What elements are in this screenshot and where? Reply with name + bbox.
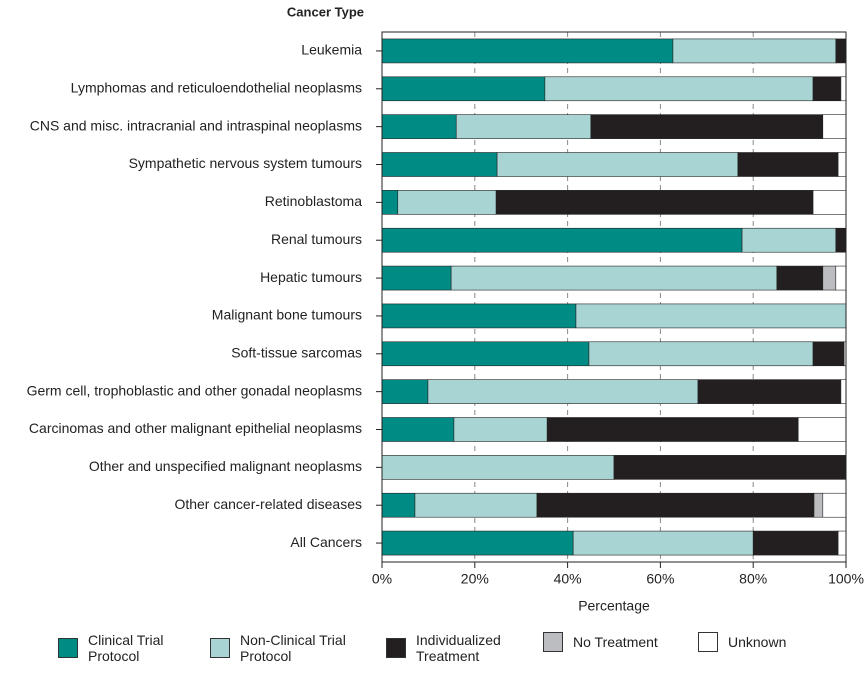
x-tick-label: 60% [646, 571, 674, 587]
bar-segment [741, 227, 837, 253]
bar-segment [835, 265, 847, 291]
bar-segment [835, 38, 847, 64]
legend-swatch [386, 638, 406, 658]
legend-item: Clinical Trial Protocol [58, 632, 198, 664]
bar-segment [381, 114, 457, 139]
y-tick-label: Malignant bone tumours [212, 307, 362, 323]
legend-swatch [58, 638, 78, 658]
bar-segment [822, 492, 847, 518]
bar-segment [837, 530, 847, 556]
y-tick-label: Sympathetic nervous system tumours [129, 155, 362, 171]
bar-segment [381, 303, 577, 329]
bar-segment [840, 76, 847, 102]
x-axis-title: Percentage [578, 598, 650, 614]
bar-segment [840, 379, 847, 404]
bar-segment [381, 417, 455, 442]
bar-segment [381, 379, 429, 404]
y-tick-label: CNS and misc. intracranial and intraspin… [30, 117, 362, 133]
bar-segment [455, 114, 592, 139]
y-tick-label: Renal tumours [271, 231, 362, 247]
y-tick-label: Hepatic tumours [260, 269, 362, 285]
chart: Cancer Type Percentage 0% 20% 40% 60% 80% 100… [27, 4, 864, 614]
y-tick-label: Leukemia [301, 42, 362, 58]
bar-segment [575, 303, 847, 329]
x-tick-label: 100% [828, 571, 864, 587]
legend-label: Unknown [728, 634, 787, 650]
bar-segment [381, 152, 498, 177]
bar-segment [544, 76, 814, 102]
bar-segment [536, 492, 815, 518]
y-tick-label: Other cancer-related diseases [174, 496, 362, 512]
legend: Clinical Trial Protocol Non-Clinical Tria… [0, 632, 868, 672]
legend-label: Non-Clinical Trial Protocol [240, 632, 346, 664]
bar-segment [822, 114, 847, 139]
x-tick-label: 40% [554, 571, 582, 587]
bar-segment [822, 265, 837, 291]
bar-segment [776, 265, 824, 291]
x-tick-label: 20% [461, 571, 489, 587]
legend-label: Clinical Trial Protocol [88, 632, 164, 664]
bar-segment [453, 417, 548, 442]
plot-frame [381, 31, 847, 563]
y-tick-label: Other and unspecified malignant neoplasm… [89, 458, 362, 474]
bar-segment [381, 38, 674, 64]
y-axis-title: Cancer Type [287, 4, 364, 19]
bar-segment [381, 227, 743, 253]
legend-swatch [210, 638, 230, 658]
y-tick-label: All Cancers [290, 534, 362, 550]
bar-segment [812, 190, 847, 215]
bar-segment [588, 341, 814, 367]
bar-segment [381, 530, 574, 556]
bar-segment [590, 114, 824, 139]
bar-segment [835, 227, 847, 253]
bar-segment [812, 76, 842, 102]
legend-label: No Treatment [573, 634, 658, 650]
legend-swatch [698, 632, 718, 652]
bar-segment [496, 152, 739, 177]
x-tick-label: 0% [372, 571, 392, 587]
y-tick-label: Lymphomas and reticuloendothelial neopla… [71, 79, 362, 95]
x-tick-label: 80% [739, 571, 767, 587]
legend-item: Individualized Treatment [386, 632, 516, 664]
bar-segment [381, 76, 546, 102]
bar-segment [381, 341, 590, 367]
bar-segment [813, 492, 824, 518]
bar-segment [546, 417, 799, 442]
y-tick-label: Retinoblastoma [265, 193, 362, 209]
y-tick-label: Soft-tissue sarcomas [231, 344, 362, 360]
legend-item: Unknown [698, 632, 838, 652]
legend-item: Non-Clinical Trial Protocol [210, 632, 350, 664]
legend-item: No Treatment [543, 632, 683, 652]
bar-segment [495, 190, 814, 215]
bar-segment [672, 38, 837, 64]
y-tick-label: Carcinomas and other malignant epithelia… [29, 420, 362, 436]
bar-segment [797, 417, 847, 442]
bar-segment [812, 341, 845, 367]
bar-segment [737, 152, 839, 177]
legend-label: Individualized Treatment [416, 632, 501, 664]
bar-segment [381, 455, 615, 480]
bar-segment [381, 265, 452, 291]
bar-segment [613, 455, 847, 480]
bar-segment [450, 265, 778, 291]
bar-segment [397, 190, 497, 215]
legend-swatch [543, 632, 563, 652]
bar-segment [572, 530, 754, 556]
bar-segment [837, 152, 847, 177]
bar-segment [414, 492, 538, 518]
bar-segment [381, 492, 416, 518]
bar-segment [752, 530, 839, 556]
bar-segment [697, 379, 842, 404]
bar-segment [381, 190, 399, 215]
y-tick-label: Germ cell, trophoblastic and other gonad… [27, 382, 362, 398]
bar-segment [427, 379, 699, 404]
